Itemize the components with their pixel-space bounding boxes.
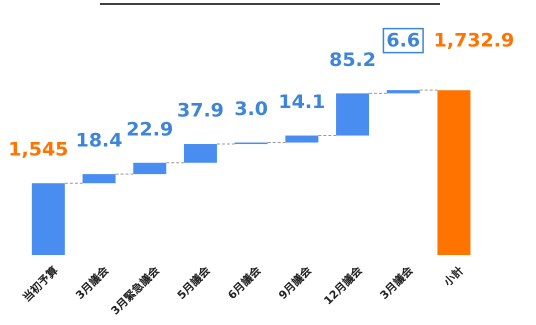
bar [234, 142, 268, 145]
bar [31, 183, 65, 255]
x-tick-label: 6月議会 [225, 263, 264, 302]
x-tick-label: 12月議会 [321, 263, 366, 308]
bar [82, 174, 116, 184]
bar [285, 135, 319, 143]
value-label: 22.9 [126, 118, 173, 140]
value-label: 1,545 [8, 139, 68, 161]
x-tick-label: 3月議会 [73, 263, 112, 302]
x-tick-label: 3月議会 [377, 263, 416, 302]
x-tick-label: 当初予算 [20, 263, 61, 304]
value-label: 6.6 [386, 30, 420, 52]
bar [386, 90, 420, 94]
bar [437, 90, 471, 255]
x-tick-label: 小計 [440, 263, 466, 289]
value-label: 37.9 [177, 100, 224, 122]
bar [336, 93, 370, 136]
bar [133, 162, 167, 175]
x-tick-label: 5月議会 [174, 263, 213, 302]
value-label: 85.2 [329, 49, 376, 71]
value-label: 18.4 [76, 130, 123, 152]
label-box [382, 27, 424, 54]
value-label: 3.0 [234, 98, 268, 120]
x-tick-label: 9月議会 [275, 263, 314, 302]
x-tick-label: 3月緊急議会 [108, 263, 163, 318]
bar [183, 144, 217, 163]
value-label: 14.1 [278, 91, 325, 113]
value-label: 1,732.9 [434, 30, 515, 52]
